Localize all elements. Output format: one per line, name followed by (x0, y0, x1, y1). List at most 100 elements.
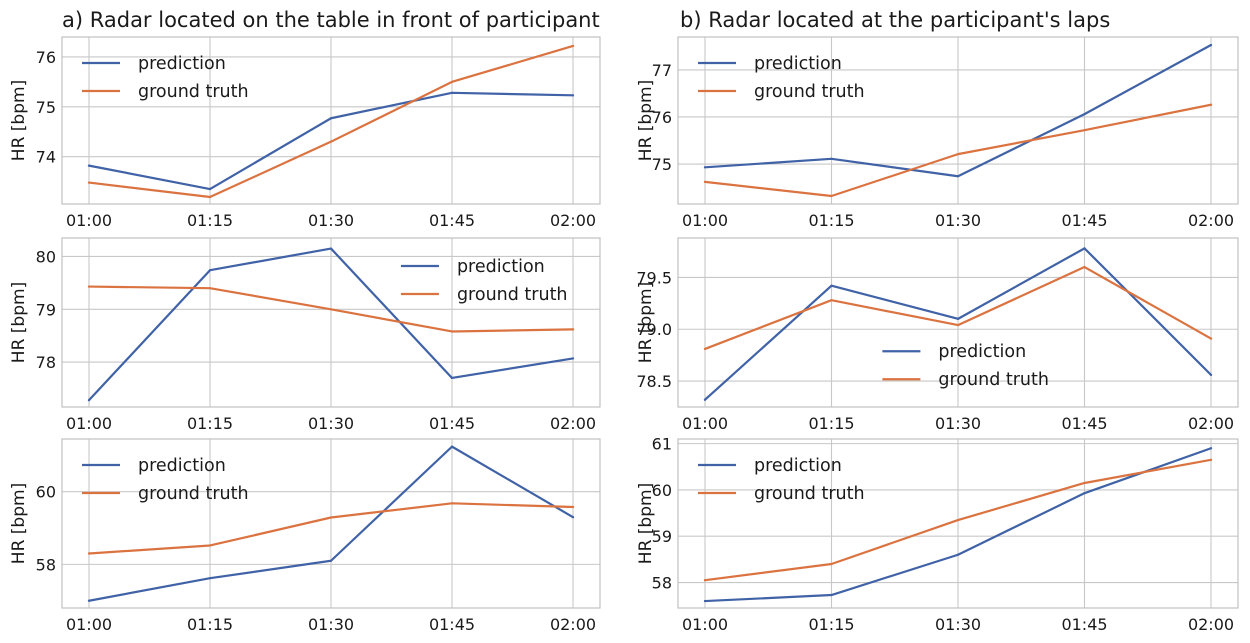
data-point-prediction (571, 357, 575, 360)
x-tick-label: 01:45 (429, 211, 475, 230)
data-point-prediction (703, 599, 707, 603)
data-point-ground-truth (87, 181, 91, 184)
legend-label-prediction: prediction (138, 54, 226, 74)
y-axis-label: HR [bpm] (636, 282, 656, 363)
y-axis-label: HR [bpm] (9, 483, 29, 564)
x-tick-label: 01:00 (682, 414, 728, 433)
data-point-prediction (87, 164, 91, 167)
x-tick-label: 01:30 (308, 211, 354, 230)
y-tick-label: 60 (36, 483, 56, 502)
x-tick-label: 01:15 (187, 615, 233, 634)
y-tick-label: 58 (652, 574, 672, 593)
legend: prediction ground truth (82, 54, 249, 102)
data-point-prediction (703, 398, 707, 401)
data-point-prediction (830, 157, 833, 160)
data-point-prediction (571, 516, 575, 519)
data-point-prediction (450, 91, 454, 94)
plot-frame (61, 438, 601, 609)
data-point-ground-truth (208, 287, 212, 290)
data-point-ground-truth (956, 518, 960, 522)
plot-frame (677, 438, 1239, 609)
y-tick-label: 80 (36, 247, 56, 266)
x-tick-label: 01:15 (187, 414, 233, 433)
data-point-prediction (571, 94, 575, 97)
data-point-prediction (208, 577, 212, 580)
y-tick-label: 77 (652, 61, 672, 80)
legend-label-ground-truth: ground truth (754, 82, 865, 102)
data-point-ground-truth (450, 502, 454, 505)
chart-panel-a1: 74 75 76 01:00 01:15 01:30 01:45 02:00 HR [bpm] p… (9, 36, 601, 230)
plot-frame (61, 36, 601, 205)
data-point-ground-truth (956, 153, 960, 156)
chart-panel-b2: 78.5 79.0 79.5 01:00 01:15 01:30 01:45 02:00 HR … (636, 237, 1239, 433)
data-point-prediction (830, 284, 833, 287)
data-point-prediction (1083, 113, 1086, 116)
chart-panel-a3: 58 60 01:00 01:15 01:30 01:45 02:00 HR [bpm] pre… (9, 438, 601, 634)
data-point-ground-truth (450, 330, 454, 333)
data-point-ground-truth (1083, 129, 1086, 132)
data-point-ground-truth (1083, 481, 1086, 485)
y-tick-label: 78.5 (636, 372, 672, 391)
data-point-prediction (830, 593, 833, 597)
data-point-prediction (208, 187, 212, 191)
data-point-prediction (1209, 373, 1213, 376)
data-point-prediction (329, 559, 333, 562)
data-point-prediction (956, 175, 960, 178)
legend: prediction ground truth (400, 257, 568, 305)
x-tick-label: 01:45 (1061, 615, 1107, 634)
x-tick-label: 01:00 (66, 414, 112, 433)
y-tick-label: 79.0 (636, 320, 672, 339)
data-point-prediction (87, 599, 91, 602)
x-tick-label: 02:00 (1188, 211, 1234, 230)
data-point-ground-truth (703, 347, 707, 351)
chart-panel-b3: 58 59 60 61 01:00 01:15 01:30 01:45 02:00 HR [bpm… (636, 435, 1239, 634)
legend-label-ground-truth: ground truth (938, 370, 1049, 390)
chart-panel-b1: 75 76 77 01:00 01:15 01:30 01:45 02:00 HR [bpm] p… (636, 36, 1239, 230)
data-point-prediction (329, 247, 333, 250)
plot-frame (677, 237, 1239, 408)
data-point-prediction (87, 399, 91, 402)
data-point-prediction (956, 317, 960, 320)
chart-panel-a2: 78 79 80 01:00 01:15 01:30 01:45 02:00 HR [bpm] p… (9, 237, 601, 433)
x-tick-label: 01:45 (429, 414, 475, 433)
y-axis-label: HR [bpm] (9, 80, 29, 161)
plot-frame (61, 237, 601, 408)
x-tick-label: 01:00 (66, 615, 112, 634)
legend-label-ground-truth: ground truth (457, 285, 568, 305)
x-tick-label: 01:15 (808, 414, 854, 433)
y-tick-label: 76 (36, 48, 56, 67)
legend-label-ground-truth: ground truth (138, 484, 249, 504)
legend: prediction ground truth (82, 456, 249, 504)
x-tick-label: 01:30 (935, 211, 981, 230)
x-tick-label: 01:15 (808, 615, 854, 634)
legend-label-prediction: prediction (754, 54, 842, 74)
data-point-ground-truth (830, 194, 833, 198)
y-axis-label: HR [bpm] (9, 282, 29, 363)
data-point-ground-truth (830, 562, 833, 566)
data-point-ground-truth (703, 579, 707, 582)
y-tick-label: 61 (652, 435, 672, 454)
legend-label-prediction: prediction (754, 456, 842, 476)
x-tick-label: 01:00 (66, 211, 112, 230)
x-tick-label: 01:00 (682, 211, 728, 230)
left-column-title: a) Radar located on the table in front o… (62, 8, 600, 32)
data-point-ground-truth (329, 140, 333, 143)
data-point-prediction (703, 166, 707, 169)
data-point-prediction (208, 269, 212, 272)
data-point-ground-truth (1209, 337, 1213, 340)
x-tick-label: 02:00 (1188, 615, 1234, 634)
x-tick-label: 01:15 (808, 211, 854, 230)
x-tick-label: 01:45 (1061, 211, 1107, 230)
y-tick-label: 79.5 (636, 268, 672, 287)
data-point-ground-truth (1209, 103, 1213, 106)
data-point-ground-truth (571, 328, 575, 331)
y-tick-label: 75 (36, 98, 56, 117)
x-tick-label: 02:00 (550, 615, 596, 634)
y-tick-label: 76 (652, 108, 672, 127)
x-tick-label: 02:00 (550, 414, 596, 433)
data-point-ground-truth (450, 80, 454, 83)
legend-label-ground-truth: ground truth (754, 484, 865, 504)
chart-panels: 74 75 76 01:00 01:15 01:30 01:45 02:00 HR [bpm] p… (9, 36, 1239, 634)
x-tick-label: 01:30 (308, 615, 354, 634)
legend: prediction ground truth (882, 342, 1049, 390)
